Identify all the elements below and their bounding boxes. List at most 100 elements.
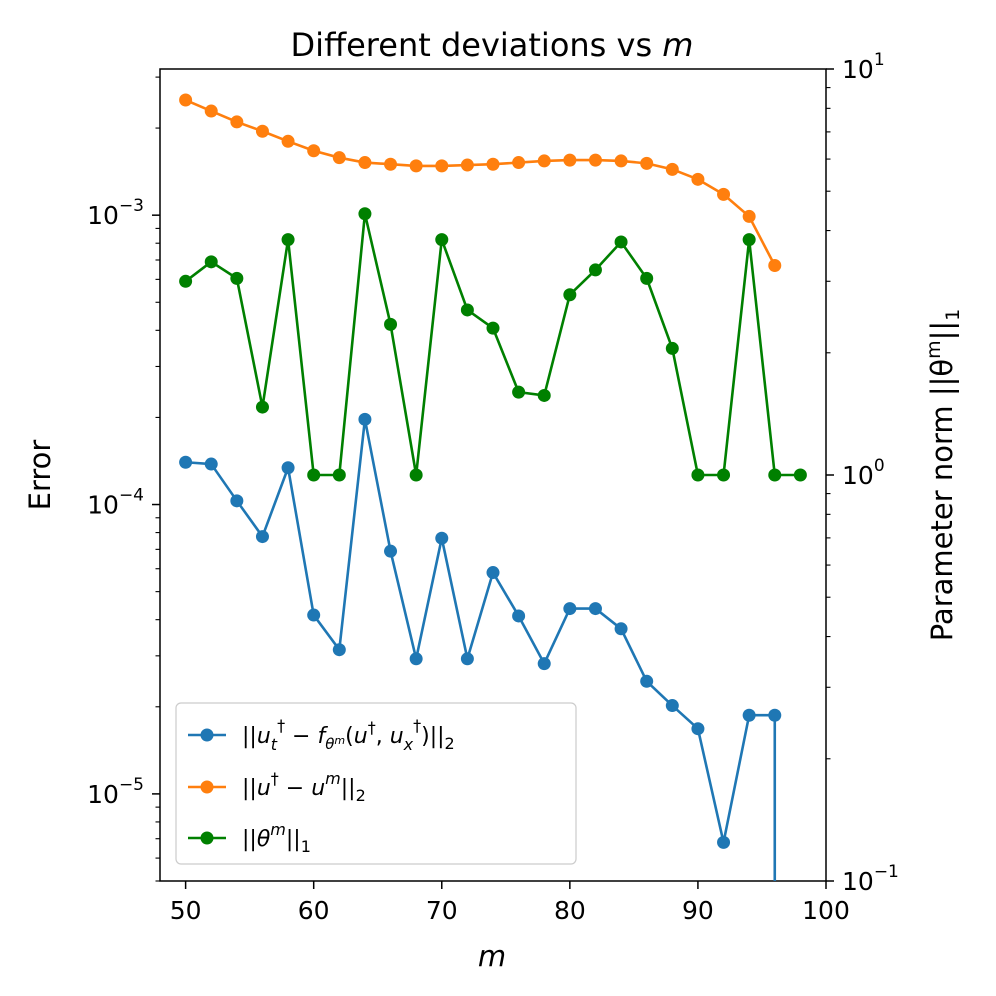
series-line-solution (185, 98, 776, 267)
point-solution-60 (307, 144, 321, 158)
point-solution-78 (537, 154, 551, 168)
point-norm-62 (332, 468, 346, 482)
point-norm-94 (742, 233, 756, 247)
right-y-axis-label-main: Parameter norm ||θ (925, 359, 959, 641)
point-norm-72 (460, 303, 474, 317)
point-residual-82 (588, 602, 602, 616)
point-solution-64 (358, 156, 372, 170)
point-solution-90 (691, 172, 705, 186)
right-y-axis-label-suffix: || (925, 321, 959, 341)
point-norm-92 (717, 468, 731, 482)
x-tick-label-60: 60 (298, 896, 330, 925)
chart-title-prefix: Different deviations vs (291, 26, 663, 64)
point-norm-64 (358, 207, 372, 221)
point-residual-56 (255, 530, 269, 544)
point-solution-94 (742, 209, 756, 223)
point-solution-58 (281, 134, 295, 148)
point-residual-60 (307, 608, 321, 622)
point-norm-50 (179, 274, 193, 288)
point-norm-78 (537, 388, 551, 402)
point-norm-60 (307, 468, 321, 482)
legend-marker-norm (200, 831, 214, 845)
point-residual-66 (384, 544, 398, 558)
point-norm-88 (665, 341, 679, 355)
point-norm-98 (793, 468, 807, 482)
point-solution-50 (179, 93, 193, 107)
point-residual-74 (486, 566, 500, 580)
point-solution-72 (460, 158, 474, 172)
legend-label-solution: ||u† − um||2 (242, 769, 366, 805)
point-norm-52 (204, 255, 218, 269)
right-y-axis-label-sub: 1 (942, 309, 964, 321)
point-residual-52 (204, 457, 218, 471)
right-y-axis-label: Parameter norm ||θm||1 (923, 309, 964, 642)
series-layer (179, 93, 807, 881)
point-norm-54 (230, 271, 244, 285)
point-residual-70 (435, 531, 449, 545)
legend-label-residual: ||ut† − fθm(u†, ux†)||2 (242, 716, 455, 754)
point-solution-74 (486, 157, 500, 171)
point-solution-54 (230, 115, 244, 129)
point-solution-68 (409, 159, 423, 173)
point-solution-82 (588, 153, 602, 167)
series-solution (179, 93, 782, 272)
chart-title: Different deviations vs m (291, 26, 694, 64)
left-y-tick-label: 10−5 (87, 775, 144, 809)
x-tick-label-80: 80 (554, 896, 586, 925)
point-solution-52 (204, 104, 218, 118)
point-solution-80 (563, 153, 577, 167)
point-residual-50 (179, 455, 193, 469)
point-norm-84 (614, 235, 628, 249)
point-norm-68 (409, 468, 423, 482)
right-y-tick-label: 10−1 (842, 862, 899, 896)
point-norm-66 (384, 317, 398, 331)
legend-marker-solution (200, 780, 214, 794)
left-y-axis-label: Error (23, 440, 57, 511)
series-residual (179, 412, 782, 881)
point-solution-70 (435, 159, 449, 173)
point-residual-62 (332, 643, 346, 657)
x-axis-label: m (478, 939, 506, 973)
point-solution-86 (640, 156, 654, 170)
right-y-axis: 101 100 10−1 (826, 50, 899, 896)
legend: ||ut† − fθm(u†, ux†)||2 ||u† − um||2 ||θ… (175, 702, 577, 865)
x-axis: 50 60 70 80 90 100 (170, 881, 850, 925)
point-norm-74 (486, 321, 500, 335)
x-tick-label-70: 70 (426, 896, 458, 925)
point-residual-86 (640, 674, 654, 688)
point-solution-88 (665, 162, 679, 176)
point-residual-78 (537, 657, 551, 671)
series-line-norm (184, 212, 801, 477)
point-norm-96 (768, 468, 782, 482)
point-solution-66 (384, 157, 398, 171)
point-solution-96 (768, 258, 782, 272)
point-norm-70 (435, 233, 449, 247)
x-tick-label-50: 50 (170, 896, 202, 925)
series-norm (179, 207, 807, 482)
point-residual-76 (512, 609, 526, 623)
point-norm-86 (640, 271, 654, 285)
point-residual-80 (563, 602, 577, 616)
point-norm-82 (588, 263, 602, 277)
point-solution-84 (614, 154, 628, 168)
point-norm-56 (255, 400, 269, 414)
legend-marker-residual (200, 728, 214, 742)
point-residual-92 (717, 835, 731, 849)
point-residual-72 (460, 652, 474, 666)
point-norm-76 (512, 385, 526, 399)
left-y-tick-label: 10−4 (87, 486, 144, 520)
right-y-axis-label-sup: m (923, 340, 945, 359)
point-residual-54 (230, 494, 244, 508)
point-solution-76 (512, 156, 526, 170)
point-residual-84 (614, 622, 628, 636)
point-residual-58 (281, 461, 295, 475)
x-tick-label-90: 90 (682, 896, 714, 925)
legend-label-norm: ||θm||1 (242, 820, 311, 856)
left-y-axis: 10−3 10−4 10−5 (87, 76, 160, 882)
right-y-tick-label: 100 (842, 456, 885, 490)
x-tick-label-100: 100 (802, 896, 850, 925)
point-residual-88 (665, 699, 679, 713)
point-norm-58 (281, 233, 295, 247)
point-solution-56 (255, 124, 269, 138)
point-residual-64 (358, 412, 372, 426)
